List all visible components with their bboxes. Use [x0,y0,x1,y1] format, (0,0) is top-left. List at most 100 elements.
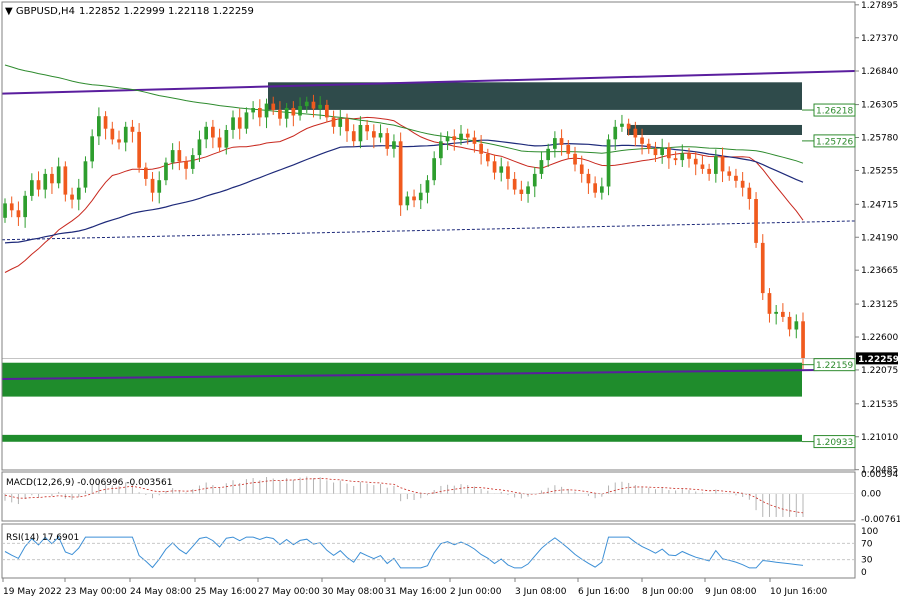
candle-body [747,187,752,199]
rsi-tick-label: 70 [861,539,873,549]
price-tick-label: 1.22075 [861,366,898,376]
trendline-lower [1,368,856,381]
candle-body [264,103,269,118]
main-pane-frame [1,1,856,471]
candle-body [237,117,242,129]
candle-body [278,109,282,119]
resistance-zone-upper [268,82,802,110]
candle-body [351,131,356,142]
candle-body [325,104,329,118]
candle-body [586,173,591,184]
candle-body [76,187,81,200]
macd-label: MACD(12,26,9) -0.006996 -0.003561 [6,478,172,488]
time-tick-label: 10 Jun 16:00 [770,587,827,597]
resistance-zone-lower [627,124,802,135]
candle-body [439,141,443,159]
time-tick-label: 9 Jun 08:00 [705,587,757,597]
price-tick-label: 1.20485 [861,466,898,476]
candle-body [50,173,54,184]
level-label-box [813,435,856,449]
candle-body [177,150,182,162]
trendline-upper [1,70,856,95]
candle-body [693,158,698,165]
candle-body [224,130,229,148]
macd-tick-label: 0.00594 [861,470,898,480]
time-tick-label: 25 May 16:00 [195,587,257,597]
candle-body [164,162,168,181]
rsi-label: RSI(14) 17.6901 [6,533,79,543]
candle-body [56,166,61,184]
candle-body [412,196,416,201]
candle-body [646,143,651,149]
candle-body [3,203,7,218]
candle-body [304,101,309,107]
candle-body [593,183,597,193]
candle-body [781,311,785,317]
price-tick-label: 1.26305 [861,101,898,111]
rsi-tick-label: 30 [861,556,873,566]
candle-body [123,126,128,143]
candle-body [405,196,410,206]
candle-body [727,171,732,176]
candle-body [465,133,470,138]
candle-body [472,137,477,144]
price-tick-label: 1.22600 [861,333,898,343]
candle-body [9,203,14,211]
candle-body [378,133,383,138]
candle-body [626,123,631,129]
candle-body [16,210,21,218]
candle-body [700,164,705,169]
ma-dotted-line [1,220,856,241]
candle-body [398,141,403,206]
candle-body [271,103,276,110]
candle-body [653,148,658,156]
candle-body [754,199,758,243]
candle-body [680,153,685,161]
support-zone-upper [2,362,802,397]
rsi-line [4,536,804,569]
candle-body [137,131,141,168]
candle-body [365,125,369,132]
candle-body [157,180,162,193]
candle-body [506,166,510,179]
price-tick-label: 1.24190 [861,233,898,243]
candle-body [217,137,222,148]
candle-body [117,139,121,143]
time-tick-label: 31 May 16:00 [385,587,447,597]
candle-body [687,153,691,159]
candle-body [566,145,571,154]
price-tick-label: 1.21010 [861,433,898,443]
candle-body [244,112,249,129]
candle-body [204,126,208,140]
candle-body [787,316,792,330]
candle-body [425,180,430,193]
time-tick-label: 3 Jun 08:00 [515,587,567,597]
price-tick-label: 1.25255 [861,166,898,176]
level-label: 1.26218 [816,107,853,117]
rsi-tick-label: 100 [861,527,878,537]
candle-body [103,116,108,129]
candle-body [707,168,711,174]
candle-body [479,143,483,154]
candle-body [519,189,524,194]
candle-body [331,117,336,127]
candle-body [620,123,624,127]
candle-body [720,156,725,172]
candle-body [23,195,27,218]
candle-body [546,148,550,161]
time-tick-label: 27 May 00:00 [258,587,320,597]
candle-body [83,161,88,188]
candle-body [539,160,544,174]
candle-body [358,125,363,142]
candle-body [579,164,584,174]
level-label: 1.20933 [816,438,853,448]
candle-body [432,158,436,181]
candle-body [251,108,255,113]
level-label-box [813,358,856,372]
candle-body [298,106,302,116]
candle-body [559,138,564,145]
candle-body [499,166,504,173]
candle-body [190,155,195,169]
